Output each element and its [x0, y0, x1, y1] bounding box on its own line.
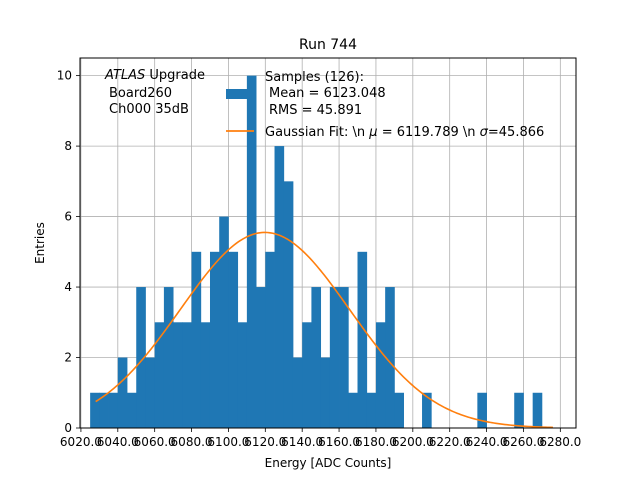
histogram-bar [283, 181, 294, 428]
annotation-channel: Ch000 35dB [109, 102, 189, 117]
x-tick-label: 6080.0 [171, 435, 213, 449]
legend-fit-sigma-value: =45.866 [488, 125, 544, 140]
histogram-bar [117, 357, 128, 428]
y-tick-label: 8 [64, 139, 72, 153]
x-tick-label: 6220.0 [429, 435, 471, 449]
x-tick-label: 6120.0 [244, 435, 286, 449]
y-tick-label: 10 [57, 69, 72, 83]
legend-fit-mu-value: = 6119.789 \n [378, 125, 480, 140]
annotation-upgrade: Upgrade [145, 68, 205, 83]
x-tick-label: 6180.0 [355, 435, 397, 449]
legend-fit-sigma: σ [480, 125, 489, 140]
gaussian-fit-curve [95, 231, 553, 429]
gaussian-fit [95, 231, 553, 429]
histogram-bar [357, 251, 368, 428]
plot-frame [79, 57, 577, 429]
histogram-bar [127, 392, 137, 428]
histogram-bar [136, 287, 146, 428]
legend-hist-swatch [226, 89, 254, 99]
histogram-bar [182, 322, 192, 428]
histogram-bar [274, 146, 285, 428]
histogram-bars [90, 75, 543, 428]
x-tick-label: 6260.0 [502, 435, 544, 449]
histogram-bar [246, 75, 257, 428]
x-tick-label: 6140.0 [281, 435, 323, 449]
histogram-bar [200, 322, 211, 428]
histogram-bar [108, 392, 119, 428]
x-tick-label: 6060.0 [134, 435, 176, 449]
histogram-bar [302, 322, 312, 428]
x-axis-label: Energy [ADC Counts] [265, 456, 392, 470]
legend-fit-mu: μ [368, 125, 377, 140]
histogram-bar [366, 392, 377, 428]
histogram-bar [99, 392, 109, 428]
x-tick-label: 6020.0 [60, 435, 102, 449]
legend-fit-prefix: Gaussian Fit: \n [265, 125, 369, 140]
atlas-annotation: ATLAS Upgrade Board260 Ch000 35dB [104, 68, 205, 117]
histogram-bar [348, 392, 358, 428]
histogram-bar [173, 322, 183, 428]
histogram-bar [394, 392, 404, 428]
histogram-bar [385, 287, 395, 428]
x-tick-label: 6040.0 [97, 435, 139, 449]
histogram-bar [163, 287, 174, 428]
legend-hist-line-3: RMS = 45.891 [269, 103, 362, 118]
histogram-bar [237, 322, 248, 428]
x-tick-label: 6240.0 [466, 435, 508, 449]
legend-hist-line-2: Mean = 6123.048 [269, 86, 386, 101]
x-tick-label: 6160.0 [318, 435, 360, 449]
histogram-bar [292, 357, 303, 428]
histogram-bar [422, 392, 432, 428]
x-tick-label: 6200.0 [392, 435, 434, 449]
legend: Samples (126): Mean = 6123.048 RMS = 45.… [226, 70, 544, 140]
histogram-bar [154, 322, 165, 428]
y-axis-ticks: 0 2 4 6 8 10 [57, 69, 80, 435]
histogram-bar [320, 357, 331, 428]
x-tick-label: 6280.0 [539, 435, 581, 449]
histogram-bar [265, 251, 275, 428]
legend-fit-label: Gaussian Fit: \n μ = 6119.789 \n σ=45.86… [265, 125, 544, 140]
histogram-bar [209, 251, 220, 428]
x-tick-label: 6100.0 [207, 435, 249, 449]
chart-title: Run 744 [299, 37, 357, 53]
histogram-bar [228, 251, 239, 428]
histogram-bar [191, 251, 202, 428]
histogram-bar [514, 392, 524, 428]
histogram-bar [329, 287, 340, 428]
y-tick-label: 0 [64, 421, 72, 435]
histogram-bar [256, 287, 266, 428]
annotation-line-1: ATLAS Upgrade [104, 68, 205, 83]
y-tick-label: 2 [64, 351, 72, 365]
histogram-bar [219, 216, 229, 428]
histogram-bar [90, 392, 100, 428]
histogram-bar [145, 357, 156, 428]
histogram-bar [311, 287, 322, 428]
histogram-bar [532, 392, 543, 428]
atlas-italic: ATLAS [104, 68, 145, 83]
y-tick-label: 4 [64, 280, 72, 294]
legend-hist-line-1: Samples (126): [265, 70, 364, 85]
histogram-bar [375, 322, 386, 428]
histogram-bar [477, 392, 487, 428]
annotation-board: Board260 [109, 86, 172, 101]
y-axis-label: Entries [33, 222, 47, 264]
x-axis-ticks: 6020.06040.06060.06080.06100.06120.06140… [60, 428, 581, 449]
histogram-bar [339, 287, 349, 428]
y-tick-label: 6 [64, 210, 72, 224]
